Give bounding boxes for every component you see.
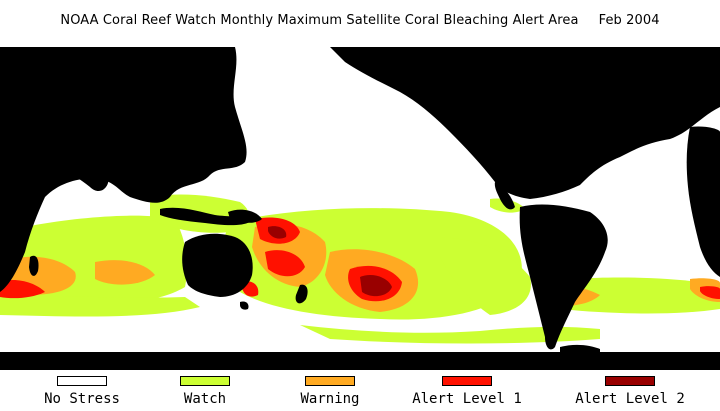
legend-item-no-stress: No Stress [22,376,142,407]
legend-label-alert-level-2: Alert Level 2 [575,391,685,407]
alert1-area-fiji [265,250,305,277]
watch-area-south-indian [0,296,200,317]
legend-label-warning: Warning [300,391,360,407]
land-indonesia [160,207,250,226]
land-antarctica [0,352,720,370]
title-text: NOAA Coral Reef Watch Monthly Maximum Sa… [60,13,579,28]
land-west-africa [686,126,720,277]
land-madagascar [29,255,39,276]
legend-item-warning: Warning [270,376,390,407]
alert2-area-south-pacific-core [360,275,392,297]
legend-swatch-alert-level-1 [442,376,492,386]
map-title: NOAA Coral Reef Watch Monthly Maximum Sa… [0,13,720,28]
legend: No Stress Watch Warning Alert Level 1 Al… [0,376,720,411]
caribbean-islands [509,182,524,191]
land-new-zealand [295,284,308,304]
legend-item-alert-level-1: Alert Level 1 [407,376,527,407]
world-map-svg [0,47,720,370]
island-hispaniola [520,187,524,191]
land-central-america [494,182,515,210]
legend-swatch-watch [180,376,230,386]
legend-swatch-alert-level-2 [605,376,655,386]
legend-label-no-stress: No Stress [44,391,120,407]
land-new-guinea [228,209,262,223]
landmasses [0,47,720,370]
land-africa-eurasia-west [0,47,247,292]
land-south-america [519,204,608,350]
island-cuba [509,182,515,188]
land-tasmania [240,301,249,310]
watch-area-southern-ocean [300,325,600,344]
alert1-area-madagascar-sea [0,280,45,299]
land-japan-islands [224,121,239,143]
alert1-area-south-atlantic [700,286,720,299]
legend-swatch-no-stress [57,376,107,386]
land-southeast-asia [139,165,178,197]
legend-swatch-warning [305,376,355,386]
alert2-area-coral-sea [268,226,287,239]
title-date: Feb 2004 [598,13,660,28]
land-north-america [330,47,720,199]
land-arabia-india [60,156,109,192]
legend-label-alert-level-1: Alert Level 1 [412,391,522,407]
legend-label-watch: Watch [183,391,227,407]
watch-area-east-pacific [440,237,531,315]
legend-item-watch: Watch [145,376,265,407]
land-antarctic-peninsula [560,344,600,353]
warning-area-central-indian [95,260,155,285]
bleaching-alert-map [0,47,720,370]
legend-item-alert-level-2: Alert Level 2 [570,376,690,407]
land-greenland [600,47,690,83]
land-australia [182,233,253,297]
